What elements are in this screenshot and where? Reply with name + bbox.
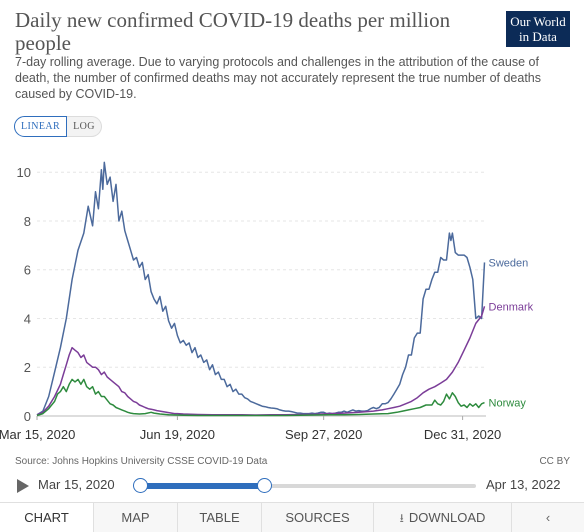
timeline-end-label: Apr 13, 2022 <box>486 477 561 492</box>
logo-line1: Our World <box>510 14 566 29</box>
series-label-sweden[interactable]: Sweden <box>489 257 529 269</box>
scale-toggle: LINEAR LOG <box>14 116 102 137</box>
y-tick-label: 10 <box>17 165 31 180</box>
x-axis-ticks: Mar 15, 2020 Jun 19, 2020 Sep 27, 2020 Dec … <box>0 416 501 442</box>
series-label-norway[interactable]: Norway <box>489 398 527 410</box>
tab-map-label: MAP <box>121 510 150 525</box>
timeline-track[interactable] <box>140 484 476 488</box>
log-scale-button[interactable]: LOG <box>67 116 102 137</box>
y-tick-label: 8 <box>24 214 31 229</box>
source-note[interactable]: Source: Johns Hopkins University CSSE CO… <box>15 456 268 467</box>
y-tick-label: 6 <box>24 263 31 278</box>
logo-line2: in Data <box>519 29 557 44</box>
timeline-start-handle[interactable] <box>133 478 148 493</box>
tab-download[interactable]: ⭳ DOWNLOAD <box>374 503 512 532</box>
tab-sources-label: SOURCES <box>285 510 350 525</box>
line-chart: 0 2 4 6 8 10 Mar 15, 2020 Jun 19, 2020 Sep 27, … <box>0 161 534 442</box>
y-axis-ticks: 0 2 4 6 8 10 <box>17 165 31 424</box>
series-line-denmark[interactable] <box>36 306 486 416</box>
grid-lines <box>37 171 486 417</box>
timeline-track-fill <box>140 483 265 489</box>
y-tick-label: 4 <box>24 311 31 326</box>
tab-table[interactable]: TABLE <box>178 503 262 532</box>
timeline-start-label: Mar 15, 2020 <box>38 477 115 492</box>
timeline: Mar 15, 2020 Apr 13, 2022 <box>0 474 584 498</box>
x-tick-label: Jun 19, 2020 <box>140 427 215 442</box>
owid-logo[interactable]: Our World in Data <box>506 11 570 47</box>
x-tick-label: Sep 27, 2020 <box>285 427 362 442</box>
download-icon: ⭳ <box>399 511 404 525</box>
x-tick-label: Mar 15, 2020 <box>0 427 75 442</box>
play-icon[interactable] <box>17 479 29 493</box>
series-lines <box>36 161 486 417</box>
x-tick-label: Dec 31, 2020 <box>424 427 501 442</box>
tab-chart-label: CHART <box>24 510 69 525</box>
y-tick-label: 0 <box>24 409 31 424</box>
tab-map[interactable]: MAP <box>94 503 178 532</box>
tab-download-label: DOWNLOAD <box>408 510 486 525</box>
tab-chart[interactable]: CHART <box>0 503 94 532</box>
tab-sources[interactable]: SOURCES <box>262 503 374 532</box>
share-icon: ‹ <box>545 510 551 525</box>
linear-scale-button[interactable]: LINEAR <box>14 116 68 137</box>
chart-subtitle: 7-day rolling average. Due to varying pr… <box>15 55 541 101</box>
chart-title: Daily new confirmed COVID-19 deaths per … <box>15 8 451 55</box>
timeline-end-handle[interactable] <box>257 478 273 493</box>
series-line-norway[interactable] <box>36 378 485 417</box>
tab-share[interactable]: ‹ <box>512 503 584 532</box>
license-note[interactable]: CC BY <box>539 456 570 467</box>
series-line-sweden[interactable] <box>36 161 486 416</box>
series-label-denmark[interactable]: Denmark <box>489 301 534 313</box>
tab-table-label: TABLE <box>199 510 240 525</box>
series-labels: Sweden Denmark Norway <box>489 257 534 409</box>
y-tick-label: 2 <box>24 360 31 375</box>
tab-bar: CHART MAP TABLE SOURCES ⭳ DOWNLOAD ‹ <box>0 502 584 532</box>
